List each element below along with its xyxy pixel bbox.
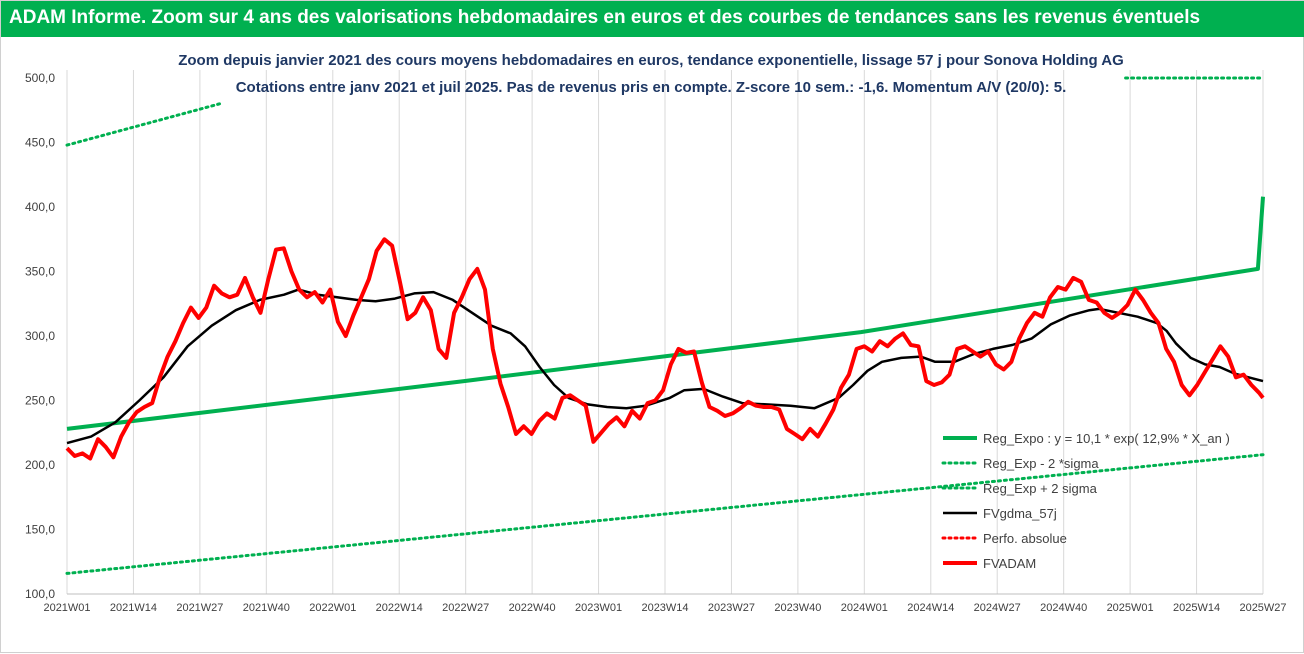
y-tick-label: 350,0	[25, 265, 55, 279]
x-tick-label: 2024W01	[841, 602, 888, 614]
x-tick-label: 2021W40	[243, 602, 290, 614]
x-tick-label: 2025W27	[1239, 602, 1286, 614]
x-tick-label: 2022W40	[509, 602, 556, 614]
banner: ADAM Informe. Zoom sur 4 ans des valoris…	[1, 1, 1304, 37]
x-tick-label: 2021W14	[110, 602, 157, 614]
legend-label: FVgdma_57j	[983, 506, 1057, 521]
legend-label: FVADAM	[983, 556, 1036, 571]
legend-label: Reg_Expo : y = 10,1 * exp( 12,9% * X_an …	[983, 431, 1230, 446]
chart-subtitle: Cotations entre janv 2021 et juil 2025. …	[236, 79, 1067, 96]
banner-title: ADAM Informe. Zoom sur 4 ans des valoris…	[9, 7, 1201, 28]
series-group	[65, 76, 1265, 575]
y-tick-label: 200,0	[25, 458, 55, 472]
y-tick-label: 400,0	[25, 200, 55, 214]
x-tick-label: 2022W01	[309, 602, 356, 614]
x-tick-label: 2021W27	[176, 602, 223, 614]
x-tick-label: 2024W27	[974, 602, 1021, 614]
x-tick-label: 2023W27	[708, 602, 755, 614]
x-tick-label: 2023W40	[774, 602, 821, 614]
x-tick-label: 2024W14	[907, 602, 954, 614]
chart: 100,0 150,0 200,0 250,0 300,0 350,0 400,0 450,0…	[25, 52, 1287, 614]
x-tick-label: 2024W40	[1040, 602, 1087, 614]
x-tick-label: 2025W14	[1173, 602, 1220, 614]
y-tick-label: 100,0	[25, 587, 55, 601]
y-tick-label: 500,0	[25, 71, 55, 85]
x-tick-label: 2021W01	[43, 602, 90, 614]
legend-label: Reg_Exp + 2 sigma	[983, 481, 1098, 496]
x-tick-label: 2022W14	[376, 602, 423, 614]
series-line	[65, 237, 1265, 461]
x-tick-label: 2022W27	[442, 602, 489, 614]
legend: Reg_Expo : y = 10,1 * exp( 12,9% * X_an …	[941, 431, 1230, 571]
series-line	[66, 196, 1265, 431]
x-tick-label: 2025W01	[1107, 602, 1154, 614]
series-line	[65, 102, 222, 147]
legend-label: Reg_Exp - 2 *sigma	[983, 456, 1099, 471]
y-tick-label: 450,0	[25, 136, 55, 150]
y-tick-label: 250,0	[25, 394, 55, 408]
legend-label: Perfo. absolue	[983, 531, 1067, 546]
y-tick-label: 150,0	[25, 523, 55, 537]
x-tick-label: 2023W01	[575, 602, 622, 614]
axes: 100,0 150,0 200,0 250,0 300,0 350,0 400,0 450,0…	[25, 71, 1287, 614]
chart-title: Zoom depuis janvier 2021 des cours moyen…	[178, 52, 1124, 69]
series-line	[65, 453, 1265, 575]
y-tick-label: 300,0	[25, 329, 55, 343]
x-tick-label: 2023W14	[641, 602, 688, 614]
